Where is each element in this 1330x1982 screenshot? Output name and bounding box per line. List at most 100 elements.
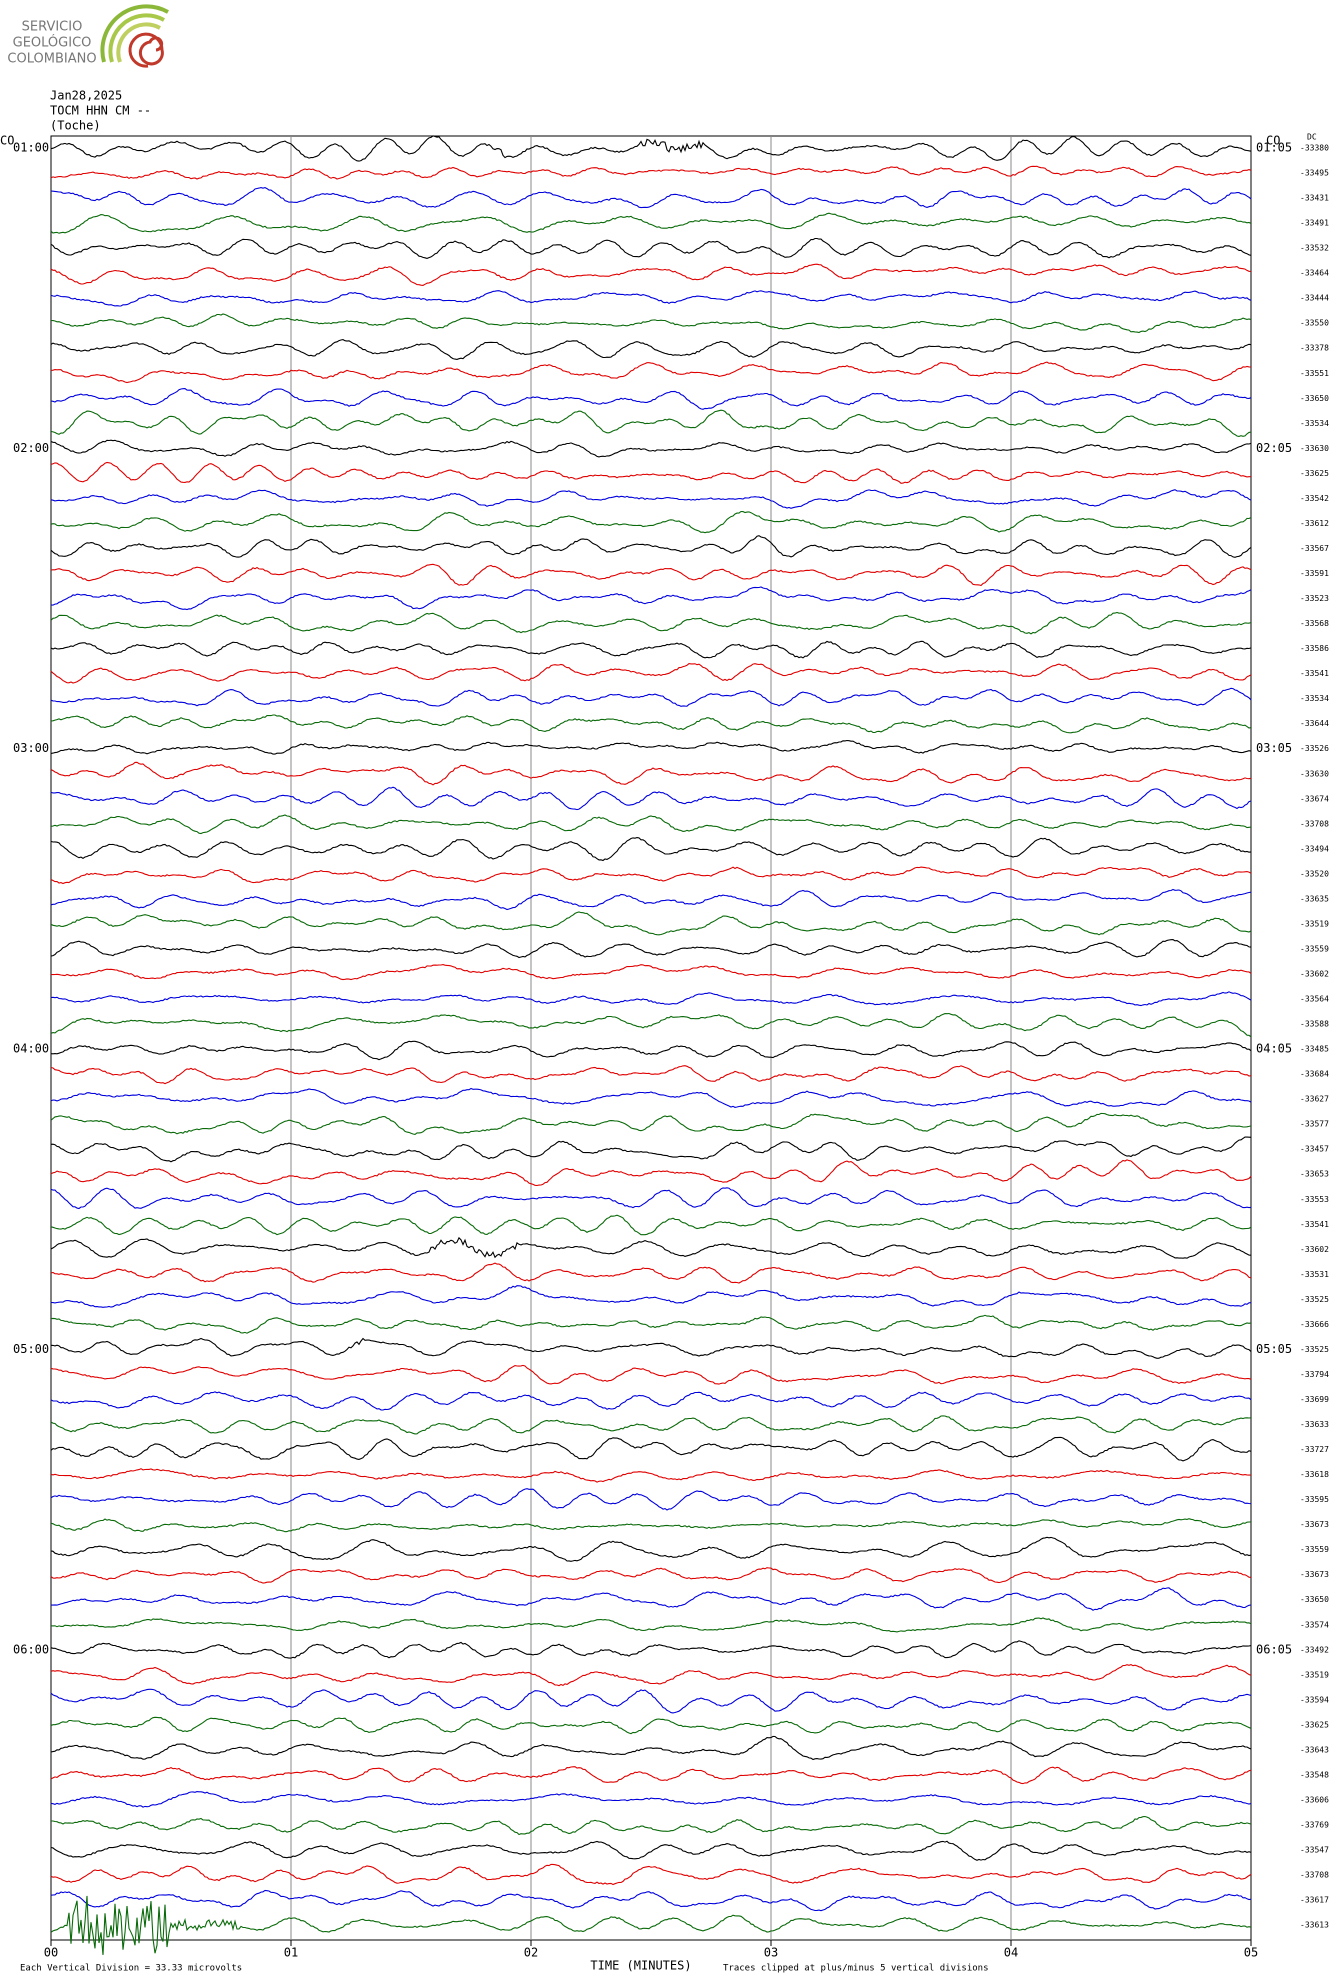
trace — [50, 339, 1252, 360]
trace — [50, 1040, 1252, 1061]
dc-value: -33547 — [1300, 1846, 1329, 1855]
dc-value: -33577 — [1300, 1120, 1329, 1129]
dc-value: -33519 — [1300, 1670, 1329, 1679]
trace — [50, 1262, 1252, 1284]
trace — [51, 1587, 1252, 1611]
trace — [50, 489, 1252, 509]
dc-value: -33625 — [1300, 469, 1329, 478]
x-tick-label: 00 — [44, 1946, 58, 1960]
dc-value: -33519 — [1300, 919, 1329, 928]
trace — [50, 1012, 1252, 1038]
x-tick-label: 04 — [1004, 1946, 1018, 1960]
trace — [50, 837, 1252, 862]
dc-value: -33464 — [1300, 269, 1329, 278]
trace — [50, 388, 1252, 410]
footer-scale: Each Vertical Division = 33.33 microvolt… — [20, 1964, 242, 1974]
corner-label: CO — [0, 134, 14, 148]
dc-value: -33534 — [1300, 419, 1329, 428]
trace — [50, 290, 1252, 307]
dc-value: -33613 — [1300, 1921, 1329, 1930]
dc-value: -33794 — [1300, 1370, 1329, 1379]
dc-value: -33525 — [1300, 1295, 1329, 1304]
dc-value: -33495 — [1300, 169, 1329, 178]
trace — [50, 888, 1252, 911]
trace — [50, 1536, 1252, 1562]
dc-value: -33699 — [1300, 1395, 1329, 1404]
trace — [50, 1889, 1252, 1912]
logo-spiral — [128, 32, 164, 68]
x-axis-title: TIME (MINUTES) — [590, 1959, 691, 1973]
hour-label: 01:00 — [13, 141, 49, 155]
trace — [50, 187, 1252, 209]
grid — [50, 136, 1252, 1946]
trace — [50, 535, 1252, 558]
trace — [50, 1087, 1252, 1108]
hour-label: 04:00 — [13, 1042, 49, 1056]
trace — [50, 1688, 1252, 1714]
trace — [50, 1735, 1252, 1761]
trace — [50, 1863, 1252, 1886]
header-station: TOCM HHN CM -- — [50, 104, 151, 118]
dc-value: -33551 — [1300, 369, 1329, 378]
dc-value: -33643 — [1300, 1745, 1329, 1754]
dc-value: -33630 — [1300, 769, 1329, 778]
trace — [50, 586, 1252, 611]
dc-value: -33531 — [1300, 1270, 1329, 1279]
dc-value: -33673 — [1300, 1520, 1329, 1529]
dc-value: -33494 — [1300, 844, 1329, 853]
trace — [50, 663, 1252, 684]
dc-value: -33673 — [1300, 1570, 1329, 1579]
dc-value: -33674 — [1300, 794, 1329, 803]
dc-value: -33588 — [1300, 1020, 1329, 1029]
trace — [50, 439, 1252, 458]
trace — [50, 1214, 1252, 1236]
dc-value: -33542 — [1300, 494, 1329, 503]
dc-value: -33559 — [1300, 944, 1329, 953]
dc-value: -33492 — [1300, 1645, 1329, 1654]
hour-label: 05:00 — [13, 1342, 49, 1356]
dc-value: -33550 — [1300, 319, 1329, 328]
trace — [50, 1236, 1252, 1259]
dc-value: -33708 — [1300, 819, 1329, 828]
trace — [50, 761, 1252, 786]
trace — [50, 1436, 1252, 1462]
trace — [50, 510, 1252, 534]
hour-label: 06:00 — [13, 1642, 49, 1656]
dc-value: -33532 — [1300, 244, 1329, 253]
dc-value: -33602 — [1300, 1245, 1329, 1254]
dc-value: -33650 — [1300, 1595, 1329, 1604]
dc-value: -33559 — [1300, 1545, 1329, 1554]
hour-label: 05:05 — [1256, 1342, 1292, 1356]
trace — [50, 1640, 1252, 1659]
dc-value: -33617 — [1300, 1896, 1329, 1905]
trace — [50, 212, 1252, 234]
x-tick-label: 05 — [1244, 1946, 1258, 1960]
trace — [50, 1337, 1252, 1359]
logo-line: SERVICIO — [22, 20, 83, 35]
dc-value: -33627 — [1300, 1095, 1329, 1104]
trace — [50, 814, 1252, 835]
dc-value: -33684 — [1300, 1070, 1329, 1079]
dc-value: -33444 — [1300, 294, 1329, 303]
trace — [50, 135, 1252, 162]
trace — [50, 461, 1251, 484]
trace — [50, 687, 1252, 707]
hour-label: 02:00 — [13, 441, 49, 455]
dc-value: -33523 — [1300, 594, 1329, 603]
trace — [50, 1567, 1252, 1584]
x-tick-label: 03 — [764, 1946, 778, 1960]
traces — [50, 135, 1252, 1955]
dc-value: -33553 — [1300, 1195, 1329, 1204]
dc-value: -33644 — [1300, 719, 1329, 728]
trace — [50, 1840, 1252, 1861]
logo-arc — [100, 4, 169, 63]
x-tick-label: 02 — [524, 1946, 538, 1960]
logo-line: COLOMBIANO — [7, 52, 96, 67]
dc-value: -33541 — [1300, 1220, 1329, 1229]
header-date: Jan28,2025 — [50, 89, 122, 103]
logo-line: GEOLÓGICO — [13, 35, 92, 51]
dc-value: -33564 — [1300, 995, 1329, 1004]
trace — [50, 786, 1252, 811]
